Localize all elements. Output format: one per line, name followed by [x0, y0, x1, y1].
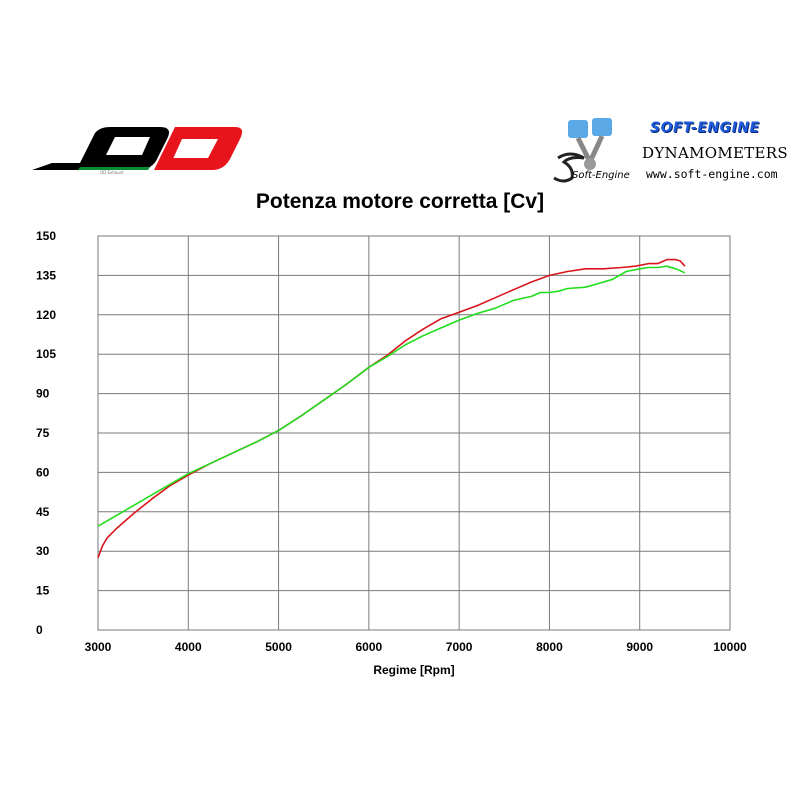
piston-icon [568, 118, 612, 170]
y-tick-label: 15 [36, 584, 50, 598]
chart-series [97, 258, 686, 559]
qd-logo: QD Exhaust [32, 127, 243, 175]
x-axis-label: Regime [Rpm] [373, 663, 454, 677]
y-tick-label: 45 [36, 505, 50, 519]
soft-engine-subtitle: DYNAMOMETERS [642, 144, 788, 162]
y-tick-label: 30 [36, 544, 50, 558]
x-tick-label: 6000 [356, 640, 383, 654]
chart-title: Potenza motore corretta [Cv] [255, 190, 545, 213]
y-tick-label: 120 [36, 308, 56, 322]
y-tick-label: 60 [36, 465, 50, 479]
x-tick-label: 10000 [713, 640, 747, 654]
soft-engine-title: SOFT-ENGINE [650, 120, 760, 136]
series-line-2 [97, 265, 686, 527]
svg-text:Soft-Engine: Soft-Engine [572, 170, 630, 181]
y-tick-label: 75 [36, 426, 50, 440]
y-tick-label: 135 [36, 268, 56, 282]
x-tick-label: 7000 [446, 640, 473, 654]
chart-grid [97, 235, 731, 631]
y-tick-label: 90 [36, 387, 50, 401]
chart-ticks: 3000 4000 5000 6000 7000 8000 9000 10000 0 15 30 45… [36, 229, 747, 654]
y-tick-label: 150 [36, 229, 56, 243]
x-tick-label: 9000 [626, 640, 653, 654]
series-line-1 [97, 258, 686, 559]
x-tick-label: 3000 [85, 640, 112, 654]
x-tick-label: 8000 [536, 640, 563, 654]
svg-text:QD Exhaust: QD Exhaust [100, 170, 124, 175]
y-tick-label: 105 [36, 347, 56, 361]
soft-engine-logo: Soft-Engine [553, 118, 630, 183]
soft-engine-url: www.soft-engine.com [646, 167, 778, 181]
x-tick-label: 5000 [265, 640, 292, 654]
y-tick-label: 0 [36, 623, 43, 637]
x-tick-label: 4000 [175, 640, 202, 654]
